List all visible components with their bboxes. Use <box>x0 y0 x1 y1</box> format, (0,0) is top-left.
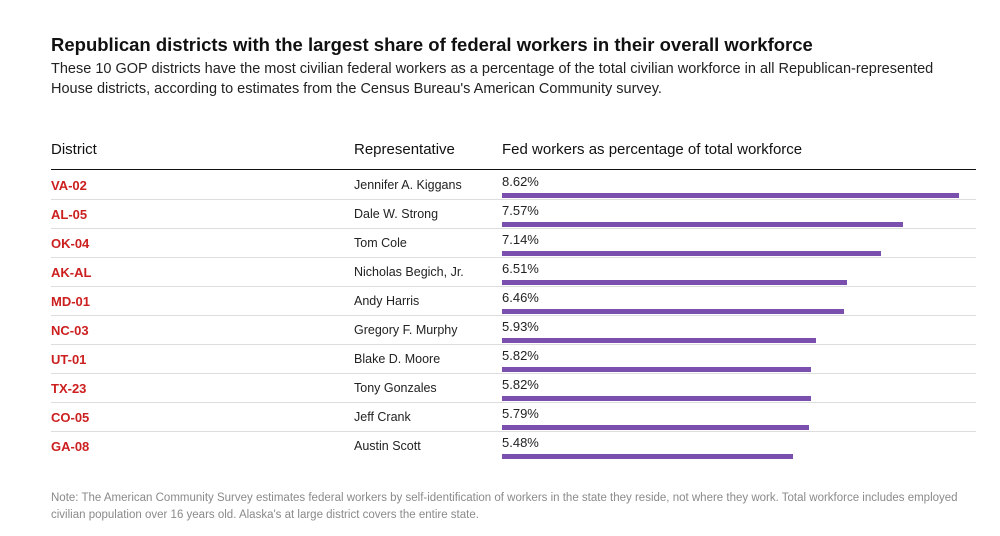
chart-title: Republican districts with the largest sh… <box>51 34 813 55</box>
representative-name: Tom Cole <box>354 236 407 250</box>
representative-name: Jeff Crank <box>354 410 411 424</box>
district-label: AL-05 <box>51 207 88 222</box>
table-row: OK-04 Tom Cole 7.14% <box>51 229 976 258</box>
district-label: CO-05 <box>51 410 90 425</box>
representative-name: Nicholas Begich, Jr. <box>354 265 464 279</box>
row-divider <box>51 373 976 374</box>
percentage-label: 7.57% <box>502 203 539 218</box>
percentage-bar <box>502 309 844 314</box>
chart-subtitle: These 10 GOP districts have the most civ… <box>51 61 934 97</box>
table-row: GA-08 Austin Scott 5.48% <box>51 432 976 461</box>
percentage-label: 6.46% <box>502 290 539 305</box>
representative-name: Jennifer A. Kiggans <box>354 178 462 192</box>
percentage-bar <box>502 425 809 430</box>
representative-name: Dale W. Strong <box>354 207 439 221</box>
percentage-bar <box>502 251 881 256</box>
column-header-percentage: Fed workers as percentage of total workf… <box>502 141 803 158</box>
percentage-label: 8.62% <box>502 174 539 189</box>
representative-name: Tony Gonzales <box>354 381 437 395</box>
row-divider <box>51 257 976 258</box>
table-row: VA-02 Jennifer A. Kiggans 8.62% <box>51 171 976 200</box>
row-divider <box>51 228 976 229</box>
percentage-label: 5.93% <box>502 319 539 334</box>
row-divider <box>51 315 976 316</box>
percentage-label: 6.51% <box>502 261 539 276</box>
row-divider <box>51 402 976 403</box>
row-divider <box>51 431 976 432</box>
percentage-bar <box>502 193 959 198</box>
district-label: MD-01 <box>51 294 91 309</box>
percentage-label: 5.48% <box>502 435 539 450</box>
percentage-bar <box>502 338 816 343</box>
table-row: CO-05 Jeff Crank 5.79% <box>51 403 976 432</box>
percentage-bar <box>502 396 811 401</box>
table-row: AK-AL Nicholas Begich, Jr. 6.51% <box>51 258 976 287</box>
district-label: AK-AL <box>51 265 92 280</box>
district-label: NC-03 <box>51 323 89 338</box>
table-row: TX-23 Tony Gonzales 5.82% <box>51 374 976 403</box>
percentage-bar <box>502 280 847 285</box>
table-row: NC-03 Gregory F. Murphy 5.93% <box>51 316 976 345</box>
table-row: UT-01 Blake D. Moore 5.82% <box>51 345 976 374</box>
district-label: TX-23 <box>51 381 87 396</box>
district-label: GA-08 <box>51 439 90 454</box>
district-label: UT-01 <box>51 352 87 367</box>
percentage-label: 5.82% <box>502 377 539 392</box>
column-header-representative: Representative <box>354 141 455 158</box>
row-divider <box>51 286 976 287</box>
district-label: VA-02 <box>51 178 87 193</box>
representative-name: Blake D. Moore <box>354 352 441 366</box>
percentage-label: 7.14% <box>502 232 539 247</box>
footnote: Note: The American Community Survey esti… <box>51 492 958 521</box>
percentage-label: 5.82% <box>502 348 539 363</box>
row-divider <box>51 199 976 200</box>
percentage-bar <box>502 367 811 372</box>
table-row: MD-01 Andy Harris 6.46% <box>51 287 976 316</box>
table-row: AL-05 Dale W. Strong 7.57% <box>51 200 976 229</box>
row-divider <box>51 344 976 345</box>
representative-name: Austin Scott <box>354 439 421 453</box>
column-header-district: District <box>51 141 97 158</box>
percentage-label: 5.79% <box>502 406 539 421</box>
representative-name: Andy Harris <box>354 294 420 308</box>
header-divider <box>51 169 976 170</box>
district-label: OK-04 <box>51 236 90 251</box>
percentage-bar <box>502 454 793 459</box>
representative-name: Gregory F. Murphy <box>354 323 458 337</box>
percentage-bar <box>502 222 903 227</box>
